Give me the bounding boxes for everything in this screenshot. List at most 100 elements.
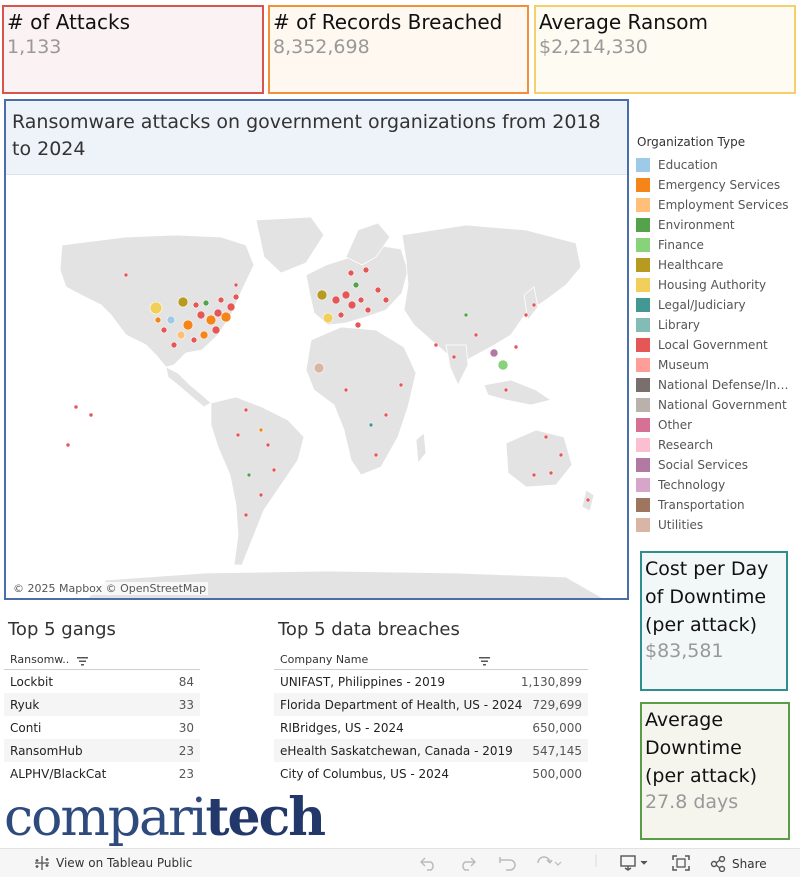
legend-label: Research [658,438,714,452]
row-value: 500,000 [532,766,582,781]
legend-label: National Government [658,398,787,412]
legend-item[interactable]: Library [636,315,796,335]
row-value: 729,699 [532,697,582,712]
legend-items: Education Emergency Services Employment Se… [636,155,796,535]
legend-swatch [636,258,650,272]
legend-item[interactable]: Research [636,435,796,455]
row-name: ALPHV/BlackCat [10,766,107,781]
table-row[interactable]: Lockbit 84 [4,670,200,693]
row-value: 650,000 [532,720,582,735]
refresh-icon[interactable] [536,855,562,874]
kpi-value: 8,352,698 [273,36,370,58]
share-label: Share [732,857,767,871]
kpi-ransom-card: Average Ransom $2,214,330 [534,5,796,94]
breaches-column-header[interactable]: Company Name [274,650,588,670]
world-map[interactable] [6,175,627,600]
table-row[interactable]: eHealth Saskatchewan, Canada - 2019 547,1… [274,739,588,762]
row-value: 33 [178,697,194,712]
sort-icon[interactable] [77,656,89,669]
legend-label: Education [658,158,718,172]
legend-item[interactable]: Utilities [636,515,796,535]
logo-text-bold: tech [205,787,327,848]
redo-icon[interactable] [458,855,477,874]
table-row[interactable]: Conti 30 [4,716,200,739]
legend-item[interactable]: Museum [636,355,796,375]
legend-swatch [636,478,650,492]
row-name: Conti [10,720,42,735]
legend-swatch [636,458,650,472]
legend-swatch [636,438,650,452]
kpi-label: Cost per Day of Downtime (per attack) [645,558,769,636]
row-value: 23 [178,766,194,781]
row-value: 30 [178,720,194,735]
legend-item[interactable]: Healthcare [636,255,796,275]
row-name: UNIFAST, Philippines - 2019 [280,674,446,689]
legend-item[interactable]: Other [636,415,796,435]
table-row[interactable]: ALPHV/BlackCat 23 [4,762,200,785]
legend-item[interactable]: Legal/Judiciary [636,295,796,315]
legend-swatch [636,358,650,372]
legend-item[interactable]: Housing Authority [636,275,796,295]
legend-label: Technology [658,478,726,492]
kpi-records-card: # of Records Breached 8,352,698 [268,5,529,94]
legend-label: Healthcare [658,258,724,272]
table-row[interactable]: Ryuk 33 [4,693,200,716]
kpi-value: 1,133 [7,36,62,58]
legend-item[interactable]: Social Services [636,455,796,475]
revert-icon[interactable] [498,855,516,874]
share-icon [710,856,726,872]
legend-item[interactable]: National Government [636,395,796,415]
legend-swatch [636,178,650,192]
undo-icon[interactable] [419,855,438,874]
table-row[interactable]: Florida Department of Health, US - 2024 7… [274,693,588,716]
legend-title: Organization Type [637,135,746,149]
legend-label: Emergency Services [658,178,781,192]
map-attribution[interactable]: © 2025 Mapbox © OpenStreetMap [11,582,209,595]
legend-item[interactable]: Education [636,155,796,175]
legend-item[interactable]: Transportation [636,495,796,515]
legend-swatch [636,318,650,332]
map-panel[interactable]: Ransomware attacks on government organiz… [4,99,629,600]
legend-label: Museum [658,358,709,372]
legend-label: Employment Services [658,198,789,212]
column-label: Company Name [280,653,369,666]
legend-item[interactable]: Employment Services [636,195,796,215]
legend-item[interactable]: Emergency Services [636,175,796,195]
legend-label: Transportation [658,498,745,512]
table-row[interactable]: RIBridges, US - 2024 650,000 [274,716,588,739]
legend-label: Legal/Judiciary [658,298,746,312]
view-on-tableau-button[interactable]: View on Tableau Public [34,855,192,871]
legend-item[interactable]: National Defense/Int… [636,375,796,395]
gangs-column-header[interactable]: Ransomw.. [4,650,200,670]
legend: Organization Type Education Emergency Ser… [636,135,796,535]
legend-item[interactable]: Local Government [636,335,796,355]
download-icon[interactable] [620,855,652,874]
gangs-table: Ransomw.. Lockbit 84 Ryuk 33 Conti 30 RansomHu… [4,650,200,785]
toolbar-divider: | [594,853,599,867]
table-row[interactable]: UNIFAST, Philippines - 2019 1,130,899 [274,670,588,693]
row-value: 23 [178,743,194,758]
legend-swatch [636,398,650,412]
legend-label: Finance [658,238,704,252]
legend-item[interactable]: Technology [636,475,796,495]
fullscreen-icon[interactable] [672,855,690,874]
comparitech-logo[interactable]: comparitech [4,782,327,854]
legend-item[interactable]: Environment [636,215,796,235]
gangs-rows: Lockbit 84 Ryuk 33 Conti 30 RansomHub 23 ALPHV/B… [4,670,200,785]
kpi-value: $83,581 [645,640,724,662]
table-row[interactable]: RansomHub 23 [4,739,200,762]
attack-markers [65,266,591,518]
row-name: RansomHub [10,743,83,758]
table-row[interactable]: City of Columbus, US - 2024 500,000 [274,762,588,785]
kpi-label: Average Ransom [539,10,709,34]
breaches-table: Company Name UNIFAST, Philippines - 2019… [274,650,588,785]
kpi-attacks-card: # of Attacks 1,133 [2,5,264,94]
share-button[interactable]: Share [710,856,767,872]
kpi-label: # of Attacks [7,10,131,34]
row-name: Florida Department of Health, US - 2024 [280,697,523,712]
column-label: Ransomw.. [10,653,70,666]
legend-item[interactable]: Finance [636,235,796,255]
legend-label: National Defense/Int… [658,378,793,392]
sort-icon[interactable] [479,656,491,669]
row-name: eHealth Saskatchewan, Canada - 2019 [280,743,513,758]
